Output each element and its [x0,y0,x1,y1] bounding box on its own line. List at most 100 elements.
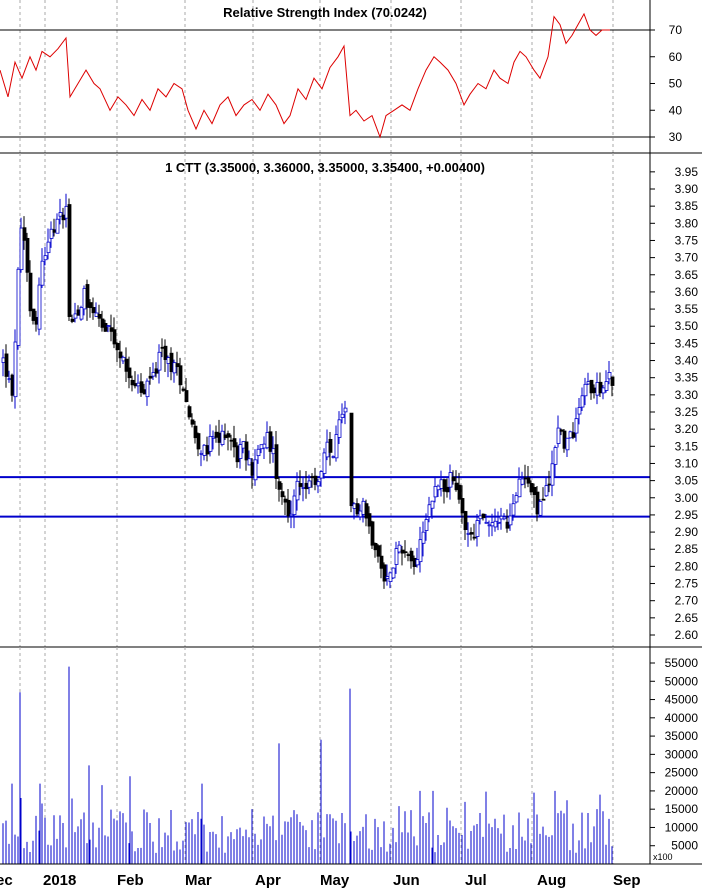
candle-body [49,228,54,239]
candle-body [34,316,39,325]
candle-body [22,227,27,241]
candle-body [4,353,9,377]
candle-body [526,477,531,484]
price-tick-label: 3.35 [675,371,699,385]
candle-body [418,539,423,563]
rsi-axis-ticks: 70 60 50 40 30 [650,23,682,144]
price-tick-label: 2.70 [675,594,699,608]
price-tick-label: 3.45 [675,336,699,350]
price-tick-label: 3.30 [675,388,699,402]
candle-body [121,356,126,362]
rsi-tick-label: 40 [669,103,683,117]
candle-body [325,441,330,458]
candle-body [262,443,267,449]
candle-body [229,439,234,442]
candle-body [85,284,90,308]
candle-body [457,484,462,500]
candle-body [220,430,225,445]
price-tick-label: 2.75 [675,577,699,591]
candle-body [604,381,609,391]
x-axis-label: Apr [255,872,281,889]
candle-body [301,487,306,489]
rsi-tick-label: 60 [669,50,683,64]
candle-body [70,318,75,322]
volume-month-gridlines [19,647,614,864]
candle-body [76,309,81,316]
price-tick-label: 3.15 [675,439,699,453]
candle-body [106,325,111,327]
price-tick-label: 3.55 [675,302,699,316]
candle-body [496,521,501,524]
price-tick-label: 2.80 [675,559,699,573]
candle-body [409,550,414,562]
x-axis-label: Sep [613,872,641,889]
price-tick-label: 3.05 [675,474,699,488]
candle-body [508,515,513,526]
candle-body [388,572,393,583]
x-axis-label: 2018 [43,872,76,889]
candle-body [244,441,249,461]
candle-body [127,367,132,379]
candle-body [271,448,276,455]
candle-body [343,407,348,413]
candle-body [13,341,18,398]
candle-body [442,479,447,492]
candle-body [67,204,72,317]
candle-body [382,564,387,582]
rsi-month-gridlines [19,0,614,153]
candle-body [553,447,558,465]
candle-body [364,503,369,519]
price-tick-label: 2.95 [675,508,699,522]
candle-body [310,476,315,479]
candle-body [172,362,177,374]
volume-tick-label: 55000 [665,656,699,670]
candle-body [205,445,210,455]
candle-body [415,559,420,566]
candle-body [1,357,6,363]
candle-body [253,459,258,481]
candle-body [259,444,264,450]
candle-body [571,432,576,438]
candle-body [319,471,324,479]
candle-body [19,227,24,271]
candle-body [514,495,519,503]
candle-body [79,307,84,320]
candle-body [598,381,603,394]
candle-body [472,536,477,539]
price-tick-label: 3.65 [675,268,699,282]
candle-body [523,477,528,480]
candle-body [454,482,459,491]
candle-body [373,542,378,551]
candle-body [274,444,279,479]
candle-body [367,513,372,527]
price-tick-label: 3.10 [675,456,699,470]
candle-body [103,322,108,332]
candle-body [226,433,231,438]
candle-body [487,524,492,527]
candle-body [478,515,483,520]
volume-axis-ticks: 55000 50000 45000 40000 35000 30000 25000 20000… [650,656,698,853]
candle-body [334,434,339,459]
x-axis-label: Jul [465,872,487,889]
candle-body [286,499,291,517]
candle-body [55,218,60,234]
candle-body [28,272,33,312]
candle-body [232,438,237,448]
candle-body [370,521,375,546]
price-tick-label: 3.60 [675,285,699,299]
price-tick-label: 2.90 [675,525,699,539]
candle-body [577,407,582,415]
candle-body [511,503,516,516]
candle-body [466,532,471,535]
candle-body [610,376,615,386]
candle-body [592,387,597,394]
candle-body [583,383,588,397]
candle-body [538,501,543,516]
candle-body [574,418,579,434]
candle-body [421,531,426,544]
candle-body [250,462,255,476]
price-candles [1,193,615,589]
candle-body [217,432,222,443]
candle-body [406,554,411,556]
price-tick-label: 2.60 [675,628,699,642]
